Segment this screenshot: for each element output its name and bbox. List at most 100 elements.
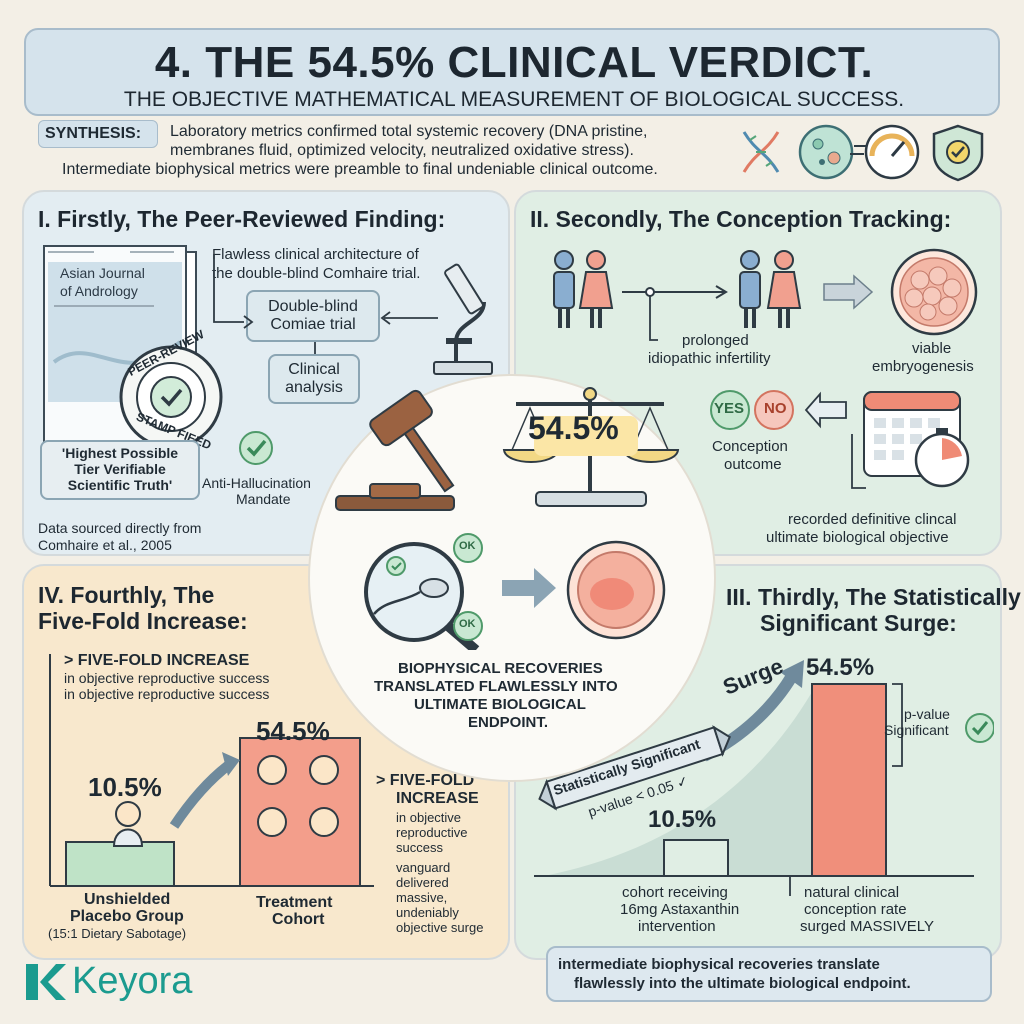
flow-arrow-icon — [823, 274, 874, 310]
high-value: 54.5% — [806, 654, 875, 681]
low-value: 10.5% — [648, 806, 717, 833]
mandate-line-2: Mandate — [236, 491, 291, 507]
embryo-icon — [890, 248, 978, 336]
pvalue-side-label: p-value — [904, 706, 950, 722]
analysis-box: Clinical analysis — [268, 354, 360, 404]
header-banner: 4. THE 54.5% CLINICAL VERDICT. THE OBJEC… — [24, 28, 1000, 116]
placebo-label-3: (15:1 Dietary Sabotage) — [48, 926, 187, 941]
side-sub-1: in objective — [396, 810, 462, 825]
outcome-line-1: Conception — [712, 438, 788, 455]
side-b-2: delivered — [396, 875, 449, 890]
side-b-3: massive, — [396, 890, 448, 905]
journal-name-line-1: Asian Journal — [60, 265, 145, 281]
scale-value: 54.5% — [528, 410, 619, 446]
side-b-5: objective surge — [396, 920, 484, 935]
ok-badge-top — [453, 533, 483, 563]
microscope-icon — [433, 263, 493, 375]
quote-line-1: 'Highest Possible — [61, 445, 179, 461]
no-badge — [754, 390, 794, 430]
q1-connectors — [213, 254, 493, 375]
center-illustration — [335, 387, 680, 650]
analysis-line-2: analysis — [285, 379, 343, 396]
quote-line-3: Scientific Truth' — [67, 477, 173, 493]
increase-heading: > FIVE-FOLD INCREASE — [64, 652, 250, 669]
significant-side-label: Significant — [884, 722, 949, 738]
treatment-babies-icon — [257, 755, 339, 837]
surge-area — [544, 692, 812, 876]
peer-review-stamp — [119, 345, 223, 449]
yes-badge — [710, 390, 750, 430]
couple-before-icon — [553, 250, 614, 328]
q3-title-line-2: Significant Surge: — [760, 610, 957, 636]
quote-box: 'Highest Possible Tier Verifiable Scient… — [40, 440, 200, 500]
gavel-icon — [335, 389, 455, 511]
ok-badge-bottom — [453, 611, 483, 641]
center-arrow-icon — [502, 568, 556, 608]
keyora-logo-icon — [26, 964, 66, 1000]
sperm-icon — [419, 578, 449, 598]
q4-title-line-1: IV. Fourthly, The — [38, 582, 215, 608]
infertility-line-1: prolonged — [682, 332, 749, 349]
footer-line-1: intermediate biophysical recoveries tran… — [558, 956, 880, 973]
recorded-line-1: recorded definitive clincal — [788, 511, 957, 528]
analysis-line-1: Clinical — [288, 361, 340, 378]
page-title: 4. THE 54.5% CLINICAL VERDICT. — [154, 38, 874, 87]
placebo-bar — [65, 841, 175, 887]
high-bar — [811, 683, 887, 877]
footer-callout: intermediate biophysical recoveries tran… — [546, 946, 992, 1002]
quadrant-conception-tracking: II. Secondly, The Conception Tracking: — [514, 190, 1002, 556]
significance-banner — [538, 725, 731, 811]
ok-bottom-label: OK — [459, 618, 476, 630]
treatment-value: 54.5% — [256, 716, 330, 746]
center-caption-1: BIOPHYSICAL RECOVERIES — [398, 660, 603, 677]
natural-line-1: natural clinical — [804, 884, 900, 901]
speedometer-icon — [850, 124, 920, 180]
synthesis-line-3: Intermediate biophysical metrics were pr… — [62, 161, 658, 178]
shield-check-icon — [932, 124, 984, 182]
synthesis-line-2: membranes fluid, optimized velocity, neu… — [170, 142, 634, 159]
infertility-line-2: idiopathic infertility — [648, 350, 771, 367]
architecture-line-2: the double-blind Comhaire trial. — [212, 265, 421, 282]
embryo-line-2: embryogenesis — [872, 358, 974, 375]
treatment-label-1: Treatment — [256, 894, 333, 911]
side-b-1: vanguard — [396, 860, 451, 875]
journal-name-line-2: of Andrology — [60, 283, 138, 299]
treatment-label-2: Cohort — [272, 911, 325, 928]
cell-icon — [798, 124, 854, 180]
growth-arrow-icon — [169, 760, 234, 829]
side-sub-2: reproductive — [396, 825, 468, 840]
architecture-line-1: Flawless clinical architecture of — [212, 246, 419, 263]
q3-title-line-1: III. Thirdly, The Statistically — [726, 584, 1021, 610]
cohort-line-3: intervention — [638, 918, 716, 935]
outcome-line-2: outcome — [724, 456, 782, 473]
side-heading-2: INCREASE — [396, 790, 479, 807]
no-label: NO — [764, 400, 787, 417]
low-bar — [663, 839, 729, 877]
side-heading-1: > FIVE-FOLD — [376, 772, 475, 789]
q1-title: I. Firstly, The Peer-Reviewed Finding: — [38, 206, 446, 232]
treatment-bar — [239, 737, 361, 887]
calendar-icon — [863, 391, 961, 477]
source-line-2: Comhaire et al., 2005 — [38, 537, 172, 553]
page-subtitle: THE OBJECTIVE MATHEMATICAL MEASUREMENT O… — [123, 88, 905, 111]
stamp-check-icon — [150, 376, 192, 418]
surge-chart — [534, 660, 994, 896]
trial-line-1: Double-blind — [268, 298, 358, 315]
outcome-illustration — [710, 390, 970, 489]
center-caption-4: ENDPOINT. — [468, 714, 549, 731]
five-fold-bar-chart — [49, 654, 374, 887]
center-caption-3: ULTIMATE BIOLOGICAL — [414, 696, 586, 713]
increase-sub-1: in objective reproductive success — [64, 670, 270, 686]
natural-line-2: conception rate — [804, 901, 907, 918]
trial-box: Double-blind Comiae trial — [246, 290, 380, 342]
couple-after-icon — [739, 250, 802, 328]
side-sub-3: success — [396, 840, 443, 855]
synthesis-icon-row — [742, 124, 984, 182]
natural-line-3: surged MASSIVELY — [800, 918, 934, 935]
mini-check-icon — [386, 556, 406, 576]
placebo-baby-icon — [112, 801, 144, 847]
conception-flow-illustration — [553, 248, 978, 341]
placebo-value: 10.5% — [88, 772, 162, 802]
significant-check-icon — [965, 713, 994, 743]
center-caption-2: TRANSLATED FLAWLESSLY INTO — [374, 678, 618, 695]
